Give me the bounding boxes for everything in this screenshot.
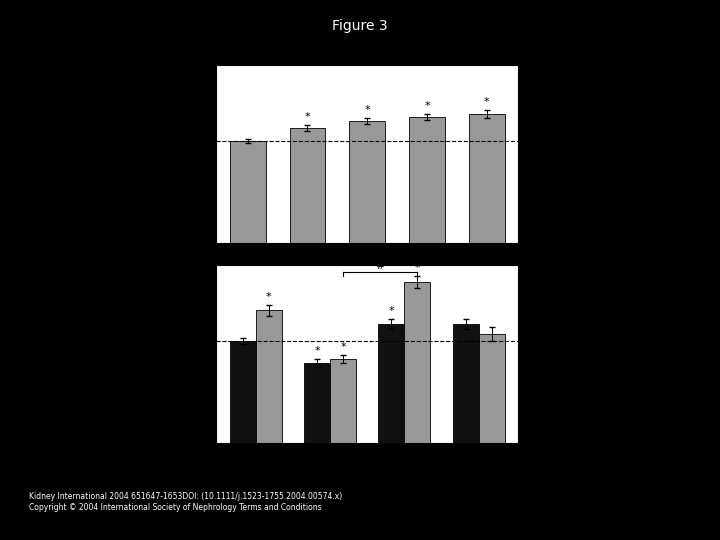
Bar (453, 323, 479, 443)
Bar (409, 117, 445, 243)
Text: *: * (341, 342, 346, 352)
Text: *: * (364, 105, 370, 114)
Text: *: * (266, 292, 271, 302)
Bar (479, 334, 505, 443)
Text: Kidney International 2004 651647-1653DOI: (10.1111/j.1523-1755.2004.00574.x): Kidney International 2004 651647-1653DOI… (29, 492, 342, 501)
Bar (289, 128, 325, 243)
Bar (330, 359, 356, 443)
Text: A: A (165, 44, 176, 58)
Y-axis label: Texas Red-BSA uptake, % control: Texas Red-BSA uptake, % control (176, 280, 186, 428)
Bar (378, 323, 405, 443)
Bar (230, 141, 266, 243)
Y-axis label: Texas Red-BSA uptake, % control: Texas Red-BSA uptake, % control (176, 79, 186, 228)
Text: Figure 3: Figure 3 (332, 19, 388, 33)
Bar (256, 310, 282, 443)
Text: *: * (484, 97, 490, 106)
Bar (304, 363, 330, 443)
Text: #: # (376, 261, 385, 271)
Bar (405, 282, 431, 443)
Text: *: * (314, 346, 320, 356)
X-axis label: Pioglitazone, μmol/L: Pioglitazone, μmol/L (318, 268, 416, 278)
Text: *: * (424, 100, 430, 111)
Text: *: * (305, 112, 310, 122)
Text: *: * (415, 263, 420, 273)
Bar (230, 341, 256, 443)
Bar (349, 121, 385, 243)
Text: B: B (165, 244, 175, 258)
Text: Copyright © 2004 International Society of Nephrology Terms and Conditions: Copyright © 2004 International Society o… (29, 503, 321, 512)
Text: *: * (389, 306, 394, 315)
Bar (469, 114, 505, 243)
